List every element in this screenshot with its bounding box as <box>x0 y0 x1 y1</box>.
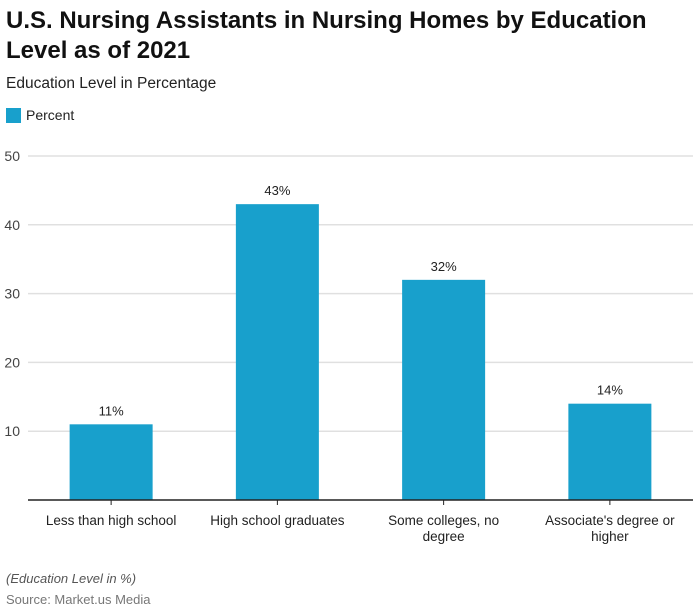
bar <box>235 204 319 500</box>
y-tick-label: 20 <box>4 354 20 370</box>
data-label: 14% <box>597 383 623 398</box>
x-tick-label: higher <box>591 529 629 544</box>
chart-note: (Education Level in %) <box>6 571 137 586</box>
y-tick-label: 40 <box>4 217 20 233</box>
x-tick-label: High school graduates <box>210 513 345 528</box>
data-label: 32% <box>431 259 457 274</box>
x-tick-label: Some colleges, no <box>388 513 499 528</box>
legend-swatch <box>6 107 21 123</box>
bar <box>402 279 486 500</box>
y-tick-label: 50 <box>4 148 20 164</box>
y-tick-label: 10 <box>4 423 20 439</box>
x-tick-label: degree <box>423 529 465 544</box>
chart-source: Source: Market.us Media <box>6 592 151 607</box>
x-tick-label: Less than high school <box>46 513 177 528</box>
legend-label: Percent <box>26 107 75 123</box>
bar <box>69 424 153 500</box>
chart-title: U.S. Nursing Assistants in Nursing Homes… <box>6 7 647 64</box>
data-label: 43% <box>264 183 290 198</box>
legend: Percent <box>6 107 74 123</box>
data-label: 11% <box>99 403 124 418</box>
x-tick-label: Associate's degree or <box>545 513 675 528</box>
bar <box>568 403 652 500</box>
chart-subtitle: Education Level in Percentage <box>6 75 217 92</box>
y-tick-label: 30 <box>4 286 20 302</box>
